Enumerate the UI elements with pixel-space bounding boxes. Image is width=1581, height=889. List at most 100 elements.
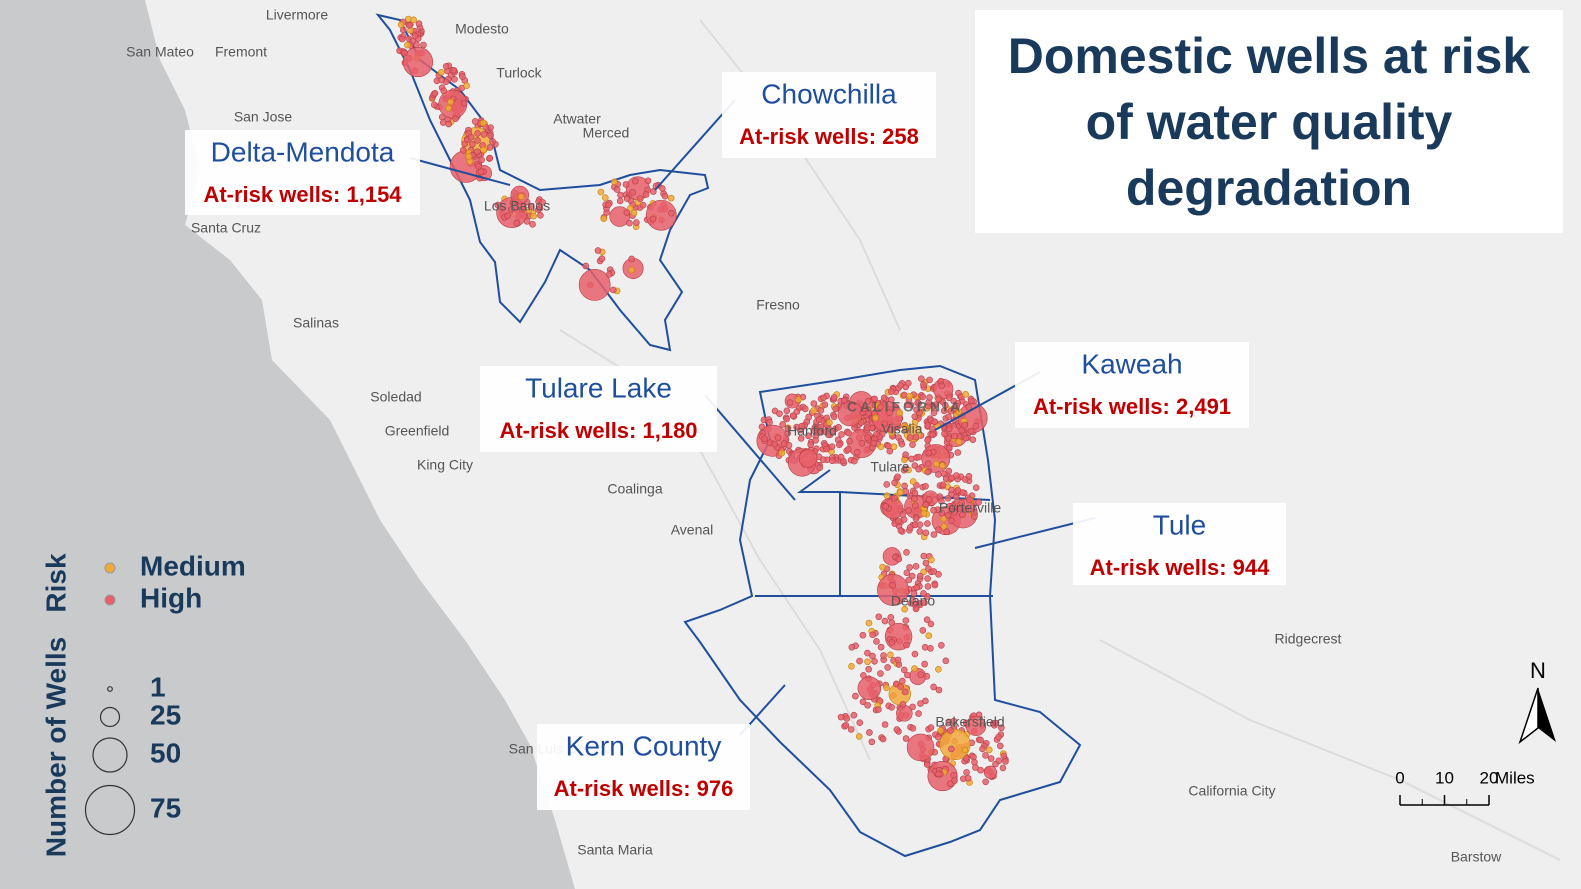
well-dot	[920, 381, 927, 388]
well-dot	[945, 444, 953, 452]
well-dot	[519, 205, 526, 213]
place-label: Merced	[583, 125, 630, 141]
well-dot	[623, 195, 631, 202]
place-label: San Mateo	[126, 44, 194, 60]
size-label: 1	[150, 671, 166, 702]
well-dot	[906, 733, 935, 762]
well-dot	[855, 733, 863, 740]
well-dot	[774, 434, 782, 442]
well-dot	[999, 764, 1007, 772]
well-dot	[895, 555, 903, 563]
well-dot	[927, 620, 935, 628]
well-dot	[778, 449, 786, 457]
well-dot	[626, 219, 633, 227]
region-label: At-risk wells: 976	[554, 776, 734, 801]
well-dot	[958, 426, 965, 434]
well-dot	[951, 432, 958, 440]
well-dot	[504, 212, 511, 220]
well-dot	[926, 394, 933, 401]
well-dot	[877, 643, 885, 651]
well-dot	[995, 733, 1002, 741]
well-dot	[478, 156, 485, 164]
well-dot	[613, 186, 621, 193]
well-dot	[475, 163, 482, 170]
well-dot	[903, 569, 911, 577]
well-dot	[883, 492, 891, 499]
well-dot	[667, 194, 675, 202]
well-dot	[860, 405, 868, 413]
well-dot	[486, 144, 494, 151]
title: Domestic wells at risk of water quality …	[1007, 27, 1531, 216]
well-dot	[962, 434, 970, 442]
well-dot	[962, 755, 970, 762]
well-dot	[633, 219, 640, 226]
well-dot	[785, 442, 793, 449]
well-dot	[415, 20, 423, 27]
well-dot	[812, 437, 819, 444]
well-dot	[902, 688, 909, 696]
well-dot	[474, 130, 481, 137]
well-dot	[644, 177, 652, 185]
risk-label: High	[140, 582, 202, 613]
well-dot	[938, 509, 946, 517]
well-dot	[924, 468, 932, 476]
north-arrow-head	[1538, 688, 1556, 742]
well-dot	[629, 189, 636, 196]
place-label: Avenal	[671, 522, 714, 538]
callout-box	[480, 366, 717, 452]
well-dot	[954, 487, 962, 494]
ocean	[0, 0, 575, 889]
well-dot	[420, 41, 427, 49]
well-dot	[982, 778, 989, 786]
well-dot	[819, 456, 827, 463]
well-dot	[828, 443, 836, 450]
well-dot	[972, 484, 980, 491]
well-dot	[798, 449, 818, 468]
well-dot	[623, 209, 631, 216]
well-dot	[909, 478, 917, 485]
well-dot	[1000, 752, 1008, 760]
well-dot	[856, 657, 863, 665]
well-dot	[836, 441, 843, 449]
well-dot	[830, 394, 838, 401]
well-dot	[941, 430, 948, 438]
well-dot	[961, 746, 969, 754]
north-arrow-head	[1518, 687, 1539, 745]
well-dot	[916, 572, 924, 580]
well-dot	[817, 407, 825, 414]
size-label: 50	[150, 737, 181, 768]
well-dot	[786, 399, 794, 406]
scale-unit: Miles	[1495, 768, 1535, 787]
well-dot	[904, 401, 911, 409]
well-dot	[945, 394, 953, 402]
well-dot	[891, 494, 898, 502]
well-dot	[955, 504, 963, 512]
place-label: Turlock	[496, 65, 542, 81]
well-dot	[922, 559, 930, 567]
well-dot	[927, 645, 934, 652]
north-label: N	[1530, 658, 1546, 683]
well-dot	[404, 41, 411, 49]
well-dot	[880, 652, 887, 659]
well-dot	[948, 517, 955, 525]
well-dot	[900, 391, 908, 399]
well-dot	[914, 399, 921, 407]
well-dot	[846, 437, 853, 445]
well-dot	[909, 596, 917, 604]
well-dot	[992, 719, 1000, 727]
well-dot	[474, 137, 481, 144]
leader-line	[654, 99, 736, 191]
well-dot	[450, 66, 458, 74]
well-dot	[840, 397, 848, 404]
well-dot	[930, 531, 938, 538]
well-dot	[445, 120, 452, 128]
well-dot	[852, 692, 859, 700]
well-dot	[611, 178, 618, 186]
well-dot	[459, 146, 467, 154]
well-dot	[523, 218, 531, 225]
leader-line	[704, 394, 796, 501]
well-dot	[919, 393, 927, 401]
well-dot	[929, 431, 936, 439]
